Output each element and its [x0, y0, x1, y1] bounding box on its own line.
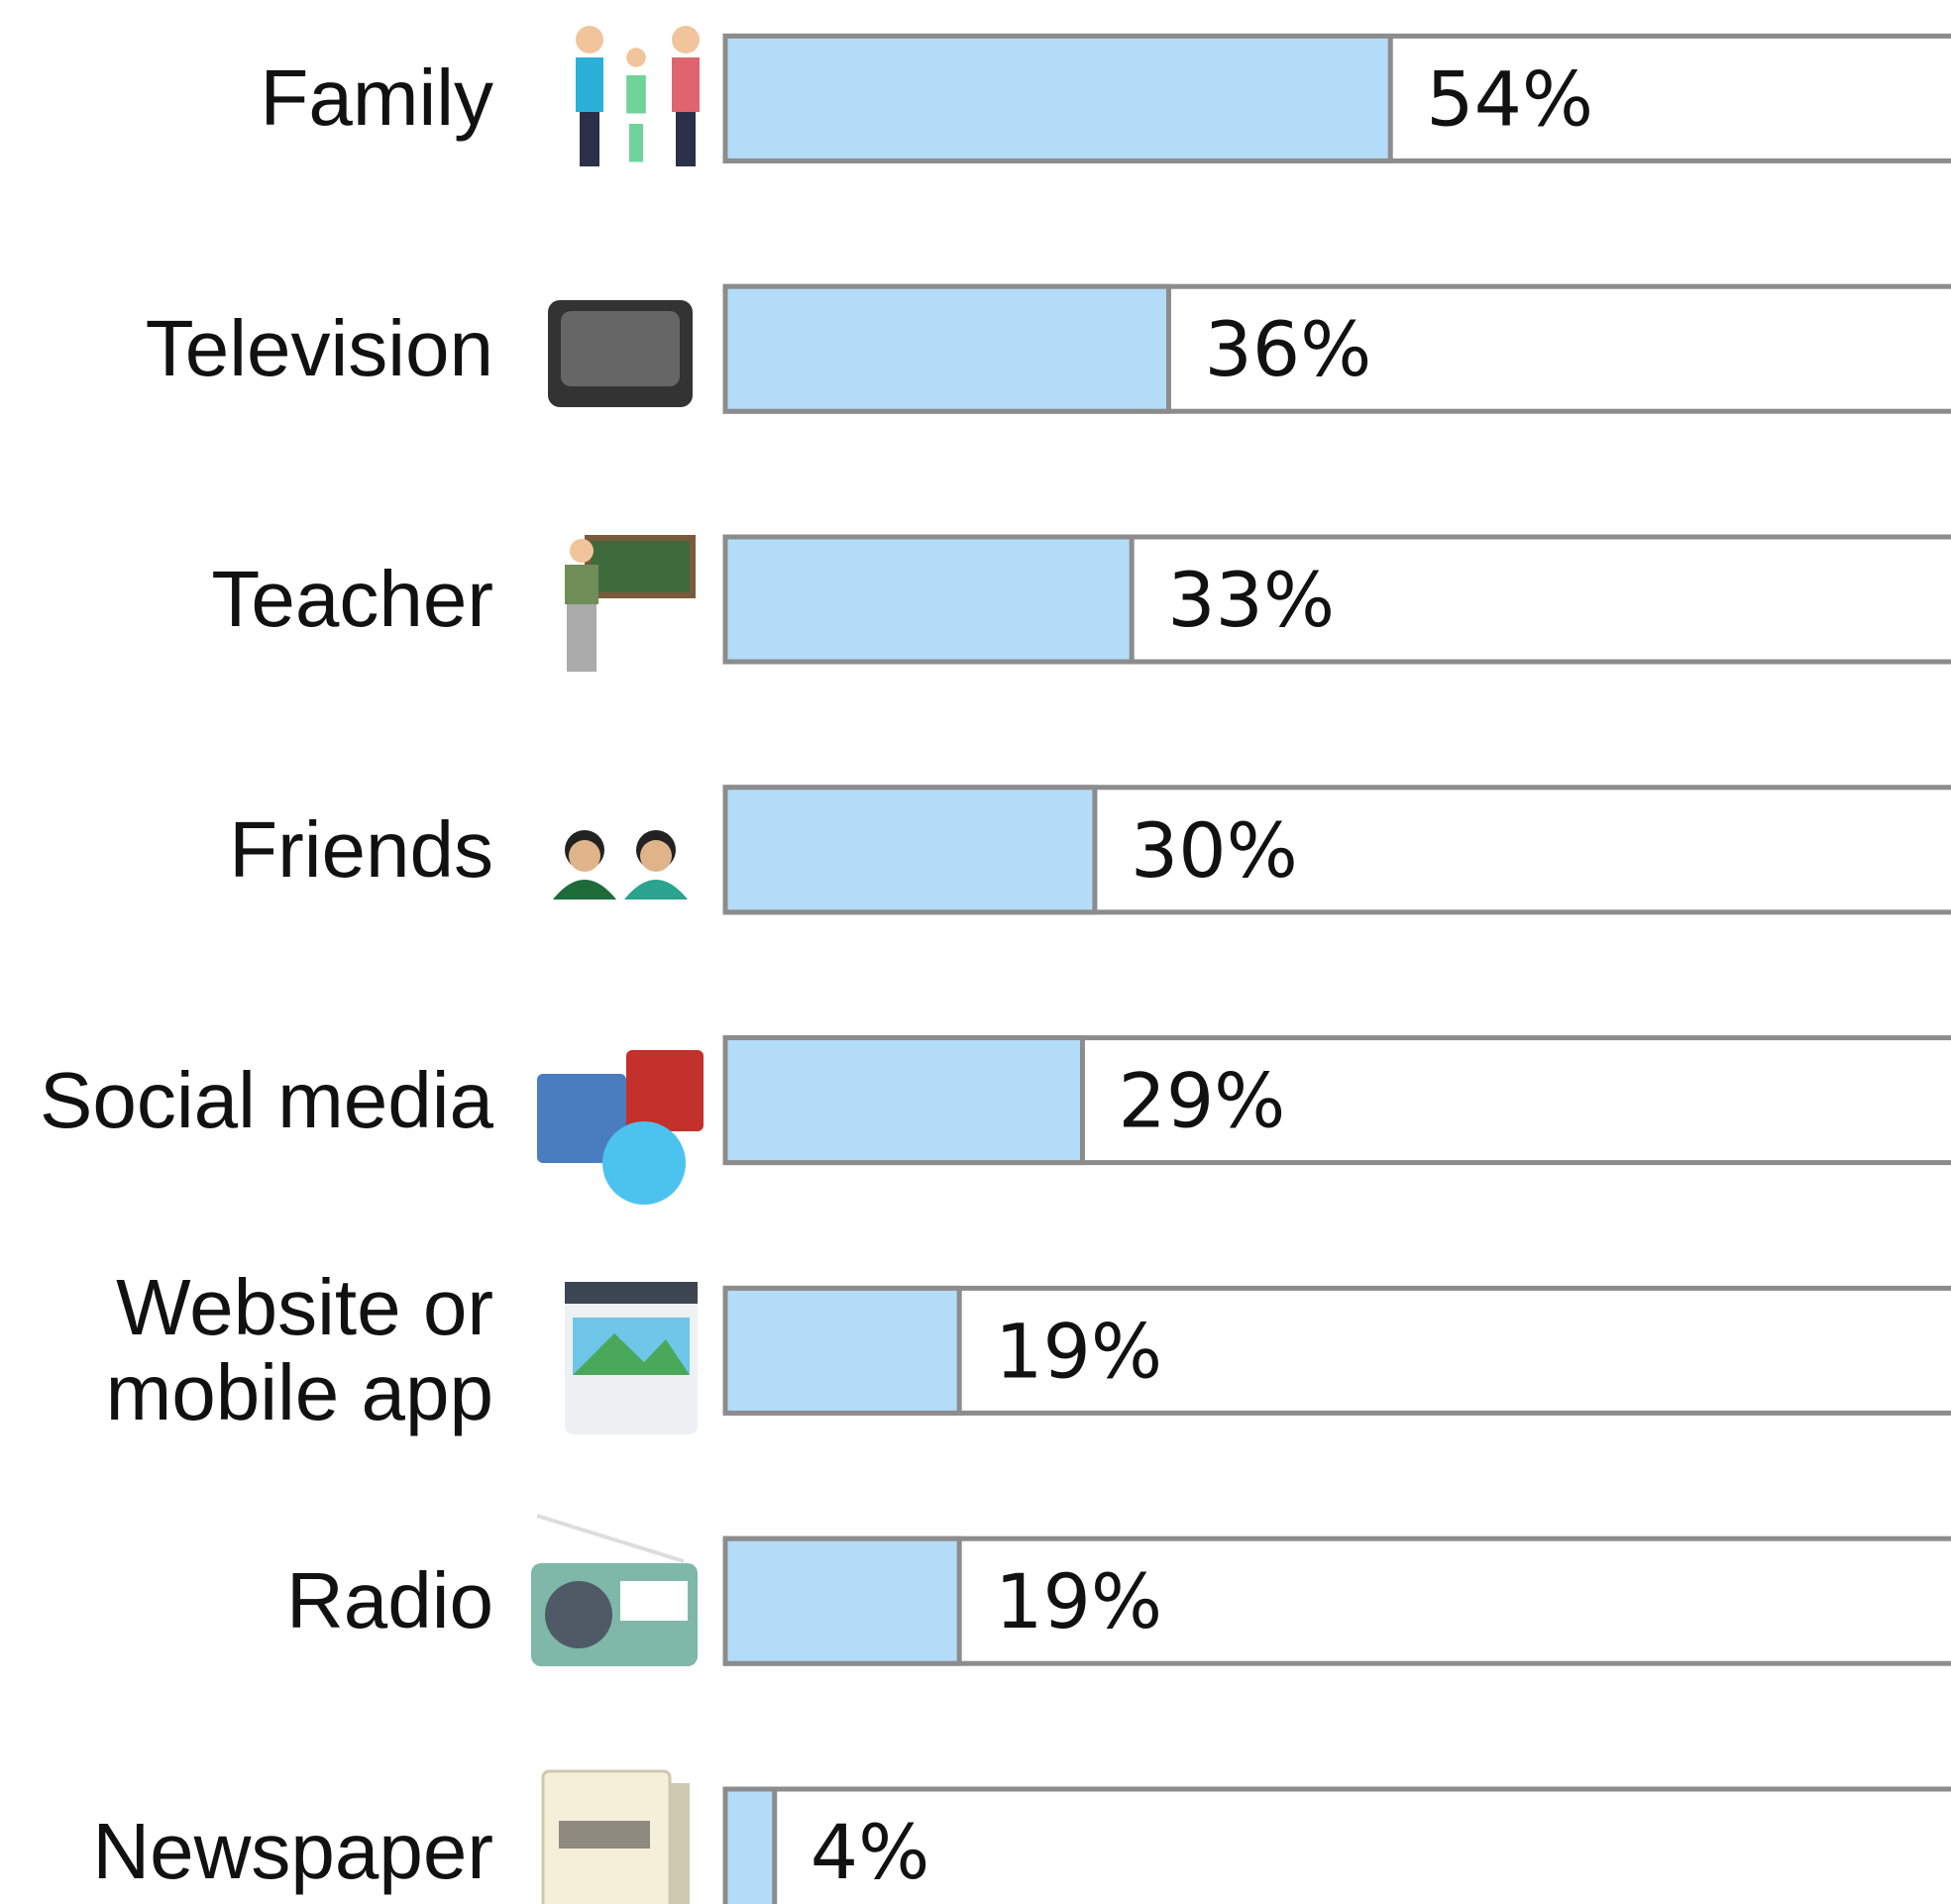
- category-label: Social media: [39, 1055, 493, 1144]
- category-label: Family: [260, 53, 493, 143]
- value-label: 33%: [1167, 556, 1335, 644]
- bar: [722, 33, 1393, 163]
- icon-part: [537, 1074, 626, 1163]
- icon-part: [676, 112, 696, 166]
- icon-part: [536, 1514, 685, 1563]
- value-label: 36%: [1204, 305, 1371, 393]
- bar: [722, 1786, 778, 1904]
- icon: [548, 300, 693, 407]
- icon-part: [580, 112, 599, 166]
- icon-part: [545, 1581, 612, 1648]
- category-label: Teacher: [211, 555, 493, 643]
- value-label: 29%: [1118, 1057, 1285, 1145]
- bar: [722, 1285, 962, 1416]
- icon: [565, 1282, 698, 1434]
- bar-track: [722, 1786, 1951, 1904]
- value-label: 19%: [995, 1307, 1162, 1395]
- icon-part: [565, 1282, 698, 1304]
- icon-part: [672, 26, 700, 53]
- icon: [553, 830, 688, 899]
- bar: [722, 534, 1135, 665]
- icon-part: [567, 604, 596, 672]
- icon-part: [559, 1821, 650, 1849]
- category-label: Radio: [285, 1556, 493, 1645]
- value-label: 19%: [995, 1557, 1162, 1645]
- bar: [722, 785, 1098, 915]
- icon-part: [626, 75, 646, 114]
- value-label: 4%: [811, 1808, 930, 1896]
- category-label: Television: [145, 304, 493, 393]
- icon-part: [602, 1121, 686, 1205]
- icon-part: [553, 880, 616, 899]
- icon: [537, 1050, 704, 1205]
- icon-part: [629, 124, 643, 162]
- category-label: Friends: [229, 804, 493, 894]
- icon-part: [672, 57, 700, 112]
- icon-part: [561, 311, 680, 386]
- icon-part: [640, 840, 672, 872]
- icon: [541, 1769, 690, 1904]
- icon-part: [620, 1581, 688, 1621]
- bar: [722, 1535, 962, 1666]
- value-label: 54%: [1426, 54, 1593, 143]
- icon-part: [570, 539, 594, 563]
- category-label: Website or mobile app: [105, 1263, 493, 1437]
- icon-part: [626, 1050, 704, 1131]
- icon-part: [565, 565, 598, 604]
- category-label: Newspaper: [92, 1807, 493, 1895]
- bar: [722, 1035, 1085, 1166]
- icon: [531, 1514, 698, 1666]
- icon-part: [573, 1333, 690, 1375]
- icon-part: [626, 48, 646, 67]
- icon-part: [576, 26, 603, 53]
- value-label: 30%: [1131, 806, 1298, 895]
- icon-part: [624, 880, 688, 899]
- icon-part: [591, 541, 690, 592]
- icon: [576, 26, 700, 166]
- icon: [565, 535, 696, 672]
- icon-part: [569, 840, 600, 872]
- bar: [722, 283, 1171, 414]
- icon-part: [576, 57, 603, 112]
